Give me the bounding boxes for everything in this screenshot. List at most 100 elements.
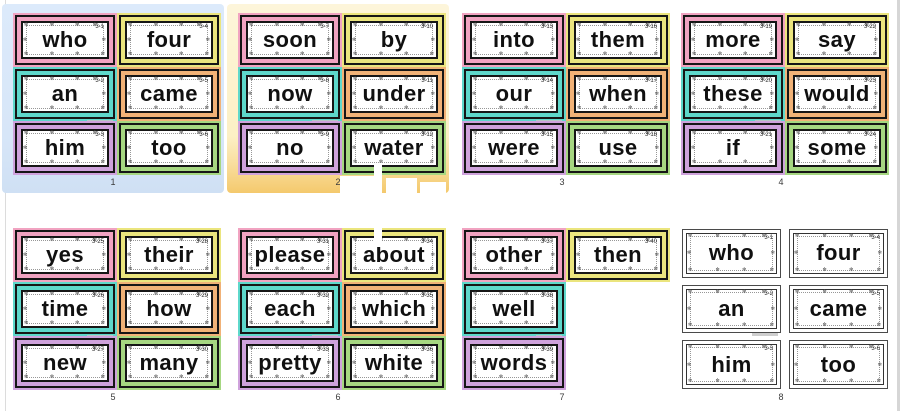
sprig-icon: ✻	[430, 145, 435, 152]
sprig-icon: ✻	[326, 306, 331, 313]
window-left-edge	[5, 0, 6, 411]
sprig-icon: ✻	[769, 322, 774, 329]
flashcard-them: ✻ ✻ ✻ ✻ ✻ ✻ ✻ ✻ ✻ ✻ them 3-16	[566, 13, 670, 67]
sprig-icon: ✻	[24, 130, 29, 136]
slide-number-label: 6	[335, 392, 341, 402]
sprig-icon: ✻	[326, 37, 331, 44]
sprig-icon: ✻	[353, 345, 358, 351]
sprig-icon: ✻	[549, 320, 554, 326]
flashcard-yes: ✻ ✻ ✻ ✻ ✻ ✻ ✻ ✻ ✻ ✻ yes 3-25	[13, 228, 117, 282]
flashcard-under: ✻ ✻ ✻ ✻ ✻ ✻ ✻ ✻ ✻ ✻ under 3-11	[342, 67, 446, 121]
flashcard-face: ✻ ✻ ✻ ✻ ✻ ✻ ✻ ✻ ✻ ✻ each 3-32	[246, 290, 334, 328]
card-id-number: 3-21	[759, 132, 772, 138]
sight-word: now	[267, 81, 313, 106]
card-id-number: 3-12	[420, 132, 433, 138]
sprig-icon: ✻	[473, 374, 478, 380]
flashcard-frame: ✻ ✻ ✻ ✻ ✻ ✻ ✻ ✻ ✻ ✻ him 3-3	[15, 123, 115, 173]
flashcard-more: ✻ ✻ ✻ ✻ ✻ ✻ ✻ ✻ ✻ ✻ more 3-19	[681, 13, 785, 67]
slide-thumbnail-1[interactable]: ✻ ✻ ✻ ✻ ✻ ✻ ✻ ✻ ✻ ✻ who 3-1 ✻ ✻ ✻ ✻ ✻ ✻ ✻ ✻ ✻ ✻ four 3-4 ✻ ✻ ✻ ✻ ✻ ✻ ✻…	[2, 4, 224, 204]
sprig-icon: ✻	[23, 252, 28, 259]
sprig-icon: ✻	[794, 361, 799, 368]
slide-thumbnail-7[interactable]: ✻ ✻ ✻ ✻ ✻ ✻ ✻ ✻ ✻ ✻ other 3-37 ✻ ✻ ✻ ✻ ✻ ✻ ✻ ✻ ✻ ✻ then 3-40 ✻ ✻ ✻…	[451, 219, 673, 411]
sprig-icon: ✻	[100, 105, 105, 111]
slide-thumbnail-5[interactable]: ✻ ✻ ✻ ✻ ✻ ✻ ✻ ✻ ✻ ✻ yes 3-25 ✻ ✻ ✻ ✻ ✻ ✻ ✻ ✻ ✻ ✻ their 3-28 ✻ ✻ ✻ ✻…	[2, 219, 224, 411]
flashcard-frame: ✻ ✻ ✻ ✻ ✻ ✻ ✻ ✻ ✻ ✻ came 3-5	[789, 284, 888, 334]
sprig-icon: ✻	[549, 266, 554, 272]
card-id-number: 3-30	[195, 347, 208, 353]
sprig-icon: ✻	[715, 378, 720, 384]
sprig-icon: ✻	[550, 145, 555, 152]
slide-thumbnail-3[interactable]: ✻ ✻ ✻ ✻ ✻ ✻ ✻ ✻ ✻ ✻ into 3-13 ✻ ✻ ✻ ✻ ✻ ✻ ✻ ✻ ✻ ✻ them 3-16 ✻ ✻ ✻ ✻…	[451, 4, 673, 204]
slide-number-label: 3	[559, 177, 565, 187]
sprig-icon: ✻	[653, 105, 658, 111]
slide-thumbnail-6[interactable]: ✻✻✻✻✻✻✻✻✻✻please3-31✻✻✻✻✻✻✻✻✻✻about3-34✻…	[227, 219, 449, 411]
flashcard-frame: ✻ ✻ ✻ ✻ ✻ ✻ ✻ ✻ ✻ ✻ other 3-37	[464, 230, 564, 280]
sprig-icon: ✻	[128, 374, 133, 380]
flashcard-please: ✻ ✻ ✻ ✻ ✻ ✻ ✻ ✻ ✻ ✻ please 3-31	[238, 228, 342, 282]
flashcard-no: ✻ ✻ ✻ ✻ ✻ ✻ ✻ ✻ ✻ ✻ no 3-9	[238, 121, 342, 175]
flashcard-frame: ✻ ✻ ✻ ✻ ✻ ✻ ✻ ✻ ✻ ✻ by 3-10	[344, 15, 444, 65]
sprig-icon: ✻	[576, 145, 581, 152]
flashcard-by: ✻ ✻ ✻ ✻ ✻ ✻ ✻ ✻ ✻ ✻ by 3-10	[342, 13, 446, 67]
flashcard-frame: ✻ ✻ ✻ ✻ ✻ ✻ ✻ ✻ ✻ ✻ white 3-36	[344, 338, 444, 388]
sprig-icon: ✻	[473, 130, 478, 136]
flashcard-face: ✻ ✻ ✻ ✻ ✻ ✻ ✻ ✻ ✻ ✻ more 3-19	[689, 21, 777, 59]
sprig-icon: ✻	[473, 76, 478, 82]
sprig-icon: ✻	[352, 91, 357, 98]
flashcard-frame: ✻ ✻ ✻ ✻ ✻ ✻ ✻ ✻ ✻ ✻ into 3-13	[464, 15, 564, 65]
sprig-icon: ✻	[692, 76, 697, 82]
sprig-icon: ✻	[796, 159, 801, 165]
flashcard-frame: ✻ ✻ ✻ ✻ ✻ ✻ ✻ ✻ ✻ ✻ say 3-22	[787, 15, 887, 65]
flashcard-face: ✻ ✻ ✻ ✻ ✻ ✻ ✻ ✻ ✻ ✻ four 3-4	[125, 21, 213, 59]
flashcard-face: ✻ ✻ ✻ ✻ ✻ ✻ ✻ ✻ ✻ ✻ time 3-26	[21, 290, 109, 328]
sprig-icon: ✻	[204, 266, 209, 272]
sprig-icon: ✻	[876, 266, 881, 273]
flashcard-face: ✻ ✻ ✻ ✻ ✻ ✻ ✻ ✻ ✻ ✻ yes 3-25	[21, 236, 109, 274]
sprig-icon: ✻	[127, 306, 132, 313]
sprig-icon: ✻	[550, 252, 555, 259]
flashcard-soon: ✻ ✻ ✻ ✻ ✻ ✻ ✻ ✻ ✻ ✻ soon 3-7	[238, 13, 342, 67]
sight-word: water	[364, 135, 424, 160]
card-id-number: 3-22	[863, 24, 876, 30]
flashcard-face: ✻ ✻ ✻ ✻ ✻ ✻ ✻ ✻ ✻ ✻ well 3-38	[470, 290, 558, 328]
flashcard-grid: ✻ ✻ ✻ ✻ ✻ ✻ ✻ ✻ ✻ ✻ who 3-1 ✻ ✻ ✻ ✻ ✻ ✻ ✻ ✻ ✻ ✻ four 3-4 ✻ ✻ ✻ ✻ ✻ ✻ ✻…	[13, 13, 221, 175]
slide-thumbnail-4[interactable]: ✻ ✻ ✻ ✻ ✻ ✻ ✻ ✻ ✻ ✻ more 3-19 ✻ ✻ ✻ ✻ ✻ ✻ ✻ ✻ ✻ ✻ say 3-22 ✻ ✻ ✻ ✻ ✻…	[670, 4, 892, 204]
flashcard-face: ✻ ✻ ✻ ✻ ✻ ✻ ✻ ✻ ✻ ✻ were 3-15	[470, 129, 558, 167]
sprig-icon: ✻	[653, 51, 658, 57]
card-id-number: 3-1	[764, 235, 773, 241]
sprig-icon: ✻	[576, 91, 581, 98]
flashcard-face: ✻ ✻ ✻ ✻ ✻ ✻ ✻ ✻ ✻ ✻ who 3-1	[686, 233, 777, 274]
flashcard-frame: ✻ ✻ ✻ ✻ ✻ ✻ ✻ ✻ ✻ ✻ yes 3-25	[15, 230, 115, 280]
sprig-icon: ✻	[473, 237, 478, 243]
sight-word: some	[807, 135, 867, 160]
card-id-number: 3-34	[420, 239, 433, 245]
sight-word: came	[809, 295, 868, 321]
sight-word: were	[488, 135, 540, 160]
sprig-icon: ✻	[24, 237, 29, 243]
white-overlay-artifact	[386, 178, 417, 193]
card-id-number: 3-4	[871, 235, 880, 241]
card-id-number: 3-1	[95, 24, 104, 30]
sight-word: into	[493, 27, 535, 52]
sprig-icon: ✻	[877, 250, 882, 257]
sprig-icon: ✻	[353, 159, 358, 165]
flashcard-too: ✻ ✻ ✻ ✻ ✻ ✻ ✻ ✻ ✻ ✻ too 3-6	[788, 339, 889, 390]
slide-thumbnail-8[interactable]: ✻ ✻ ✻ ✻ ✻ ✻ ✻ ✻ ✻ ✻ who 3-1 ✻ ✻ ✻ ✻ ✻ ✻ ✻ ✻ ✻ ✻ four 3-4 ✻ ✻ ✻ ✻ ✻ ✻ ✻…	[670, 219, 892, 411]
sprig-icon: ✻	[768, 105, 773, 111]
slide-thumbnail-2[interactable]: ✻ ✻ ✻ ✻ ✻ ✻ ✻ ✻ ✻ ✻ soon 3-7 ✻ ✻ ✻ ✻ ✻ ✻ ✻ ✻ ✻ ✻ by 3-10 ✻ ✻ ✻ ✻ ✻ ✻ ✻…	[227, 4, 449, 204]
sight-word: came	[140, 81, 198, 106]
sprig-icon: ✻	[353, 105, 358, 111]
sprig-icon: ✻	[24, 320, 29, 326]
flashcard-say: ✻ ✻ ✻ ✻ ✻ ✻ ✻ ✻ ✻ ✻ say 3-22	[785, 13, 889, 67]
flashcard-frame: ✻ ✻ ✻ ✻ ✻ ✻ ✻ ✻ ✻ ✻ pretty 3-33	[240, 338, 340, 388]
sprig-icon: ✻	[472, 306, 477, 313]
sight-word: four	[816, 240, 861, 266]
sprig-icon: ✻	[692, 130, 697, 136]
sprig-icon: ✻	[577, 237, 582, 243]
sprig-icon: ✻	[325, 266, 330, 272]
sprig-icon: ✻	[204, 374, 209, 380]
flashcard-each: ✻ ✻ ✻ ✻ ✻ ✻ ✻ ✻ ✻ ✻ each 3-32	[238, 282, 342, 338]
sprig-icon: ✻	[353, 51, 358, 57]
sprig-icon: ✻	[473, 51, 478, 57]
sprig-icon: ✻	[24, 291, 29, 297]
